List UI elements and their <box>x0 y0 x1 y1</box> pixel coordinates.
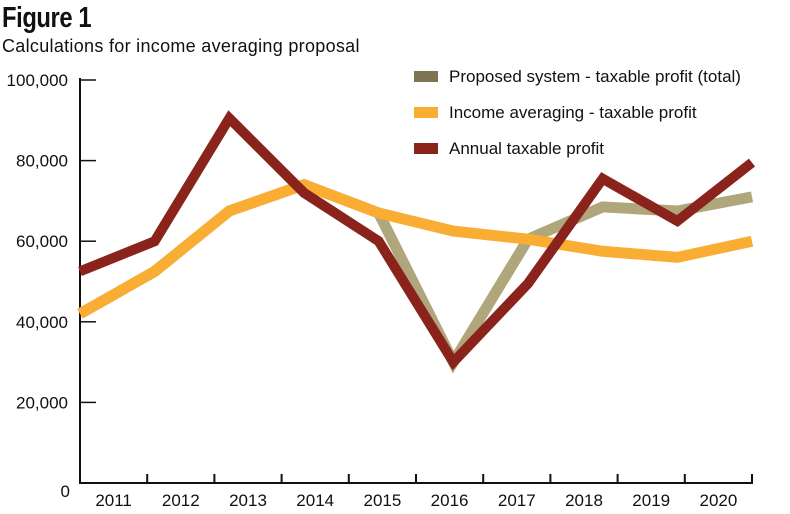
x-tick-label: 2020 <box>699 491 737 510</box>
figure-subtitle: Calculations for income averaging propos… <box>2 36 360 56</box>
data-point-annual-taxable-profit <box>154 241 155 242</box>
data-point-income-averaging-taxable-profit <box>602 251 603 252</box>
data-point-annual-taxable-profit <box>229 118 230 119</box>
y-tick-label: 60,000 <box>16 232 68 251</box>
data-point-income-averaging-taxable-profit <box>752 241 753 242</box>
legend-swatch <box>414 107 438 118</box>
data-point-income-averaging-taxable-profit <box>304 184 305 185</box>
data-point-proposed-system-taxable-profit-total <box>752 196 753 197</box>
data-point-annual-taxable-profit <box>528 283 529 284</box>
figure-title: Figure 1 <box>2 2 92 34</box>
series-group <box>77 110 756 374</box>
y-tick-label: 20,000 <box>16 393 68 412</box>
data-point-annual-taxable-profit <box>677 221 678 222</box>
data-point-income-averaging-taxable-profit <box>528 239 529 240</box>
data-point-income-averaging-taxable-profit <box>453 231 454 232</box>
x-tick-label: 2016 <box>431 491 469 510</box>
legend-label: Annual taxable profit <box>449 139 604 158</box>
data-point-income-averaging-taxable-profit <box>378 212 379 213</box>
legend-label: Income averaging - taxable profit <box>449 103 697 122</box>
data-point-income-averaging-taxable-profit <box>677 257 678 258</box>
data-point-annual-taxable-profit <box>752 162 753 163</box>
data-point-annual-taxable-profit <box>304 192 305 193</box>
x-tick-label: 2017 <box>498 491 536 510</box>
x-tick-label: 2019 <box>632 491 670 510</box>
data-point-proposed-system-taxable-profit-total <box>677 210 678 211</box>
series-line-income-averaging-taxable-profit <box>77 178 754 319</box>
y-tick-label: 0 <box>61 482 70 501</box>
x-tick-label: 2014 <box>296 491 334 510</box>
legend: Proposed system - taxable profit (total)… <box>414 67 741 158</box>
series-line-annual-taxable-profit <box>78 110 756 371</box>
y-tick-label: 80,000 <box>16 152 68 171</box>
data-point-income-averaging-taxable-profit <box>154 271 155 272</box>
x-tick-label: 2012 <box>162 491 200 510</box>
legend-swatch <box>414 71 438 82</box>
axes: 0 20,000 40,000 60,000 80,000 100,000 2011 2012… <box>7 71 753 510</box>
data-point-income-averaging-taxable-profit <box>80 313 81 314</box>
data-point-proposed-system-taxable-profit-total <box>602 206 603 207</box>
x-tick-label: 2011 <box>95 491 132 510</box>
x-tick-label: 2013 <box>229 491 267 510</box>
x-tick-label: 2018 <box>565 491 603 510</box>
x-tick-label: 2015 <box>363 491 401 510</box>
legend-label: Proposed system - taxable profit (total) <box>449 67 741 86</box>
data-point-annual-taxable-profit <box>602 178 603 179</box>
data-point-annual-taxable-profit <box>378 241 379 242</box>
legend-swatch <box>414 143 438 154</box>
data-point-annual-taxable-profit <box>453 362 454 363</box>
data-point-income-averaging-taxable-profit <box>229 210 230 211</box>
y-tick-label: 40,000 <box>16 313 68 332</box>
y-tick-label: 100,000 <box>7 71 68 90</box>
data-point-annual-taxable-profit <box>80 271 81 272</box>
